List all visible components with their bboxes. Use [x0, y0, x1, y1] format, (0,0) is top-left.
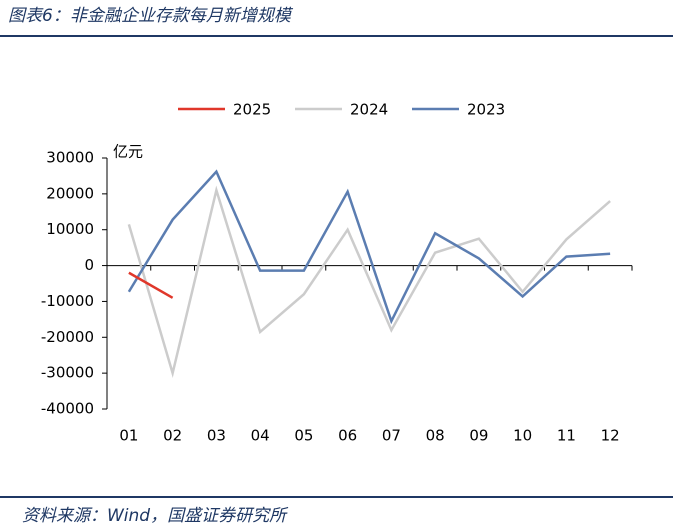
- x-tick-label: 02: [163, 427, 182, 445]
- page-title: 图表6：非金融企业存款每月新增规模: [8, 6, 294, 26]
- x-tick-label: 10: [513, 427, 532, 445]
- x-tick-label: 01: [119, 427, 138, 445]
- y-unit: 亿元: [113, 143, 143, 161]
- y-tick-label: -30000: [41, 364, 94, 382]
- y-tick-label: -10000: [41, 292, 94, 310]
- series-line: [127, 169, 611, 325]
- y-tick-label: 10000: [46, 220, 94, 238]
- y-tick-label: 20000: [46, 184, 94, 202]
- source: 资料来源：Wind，国盛证券研究所: [22, 506, 289, 526]
- legend-label: 2024: [350, 101, 388, 119]
- y-tick-label: 0: [84, 256, 94, 274]
- series-line: [127, 185, 611, 378]
- series-line: [128, 271, 174, 299]
- y-tick-label: -20000: [41, 328, 94, 346]
- legend-label: 2023: [467, 101, 505, 119]
- x-tick-label: 03: [207, 427, 226, 445]
- x-tick-label: 07: [382, 427, 401, 445]
- x-tick-label: 05: [294, 427, 313, 445]
- legend-label: 2025: [233, 101, 271, 119]
- x-tick-label: 11: [557, 427, 576, 445]
- x-tick-label: 04: [251, 427, 270, 445]
- x-tick-label: 08: [426, 427, 445, 445]
- y-tick-label: 30000: [46, 149, 94, 167]
- y-tick-label: -40000: [41, 400, 94, 418]
- x-tick-label: 09: [469, 427, 488, 445]
- x-tick-label: 06: [338, 427, 357, 445]
- x-tick-label: 12: [601, 427, 620, 445]
